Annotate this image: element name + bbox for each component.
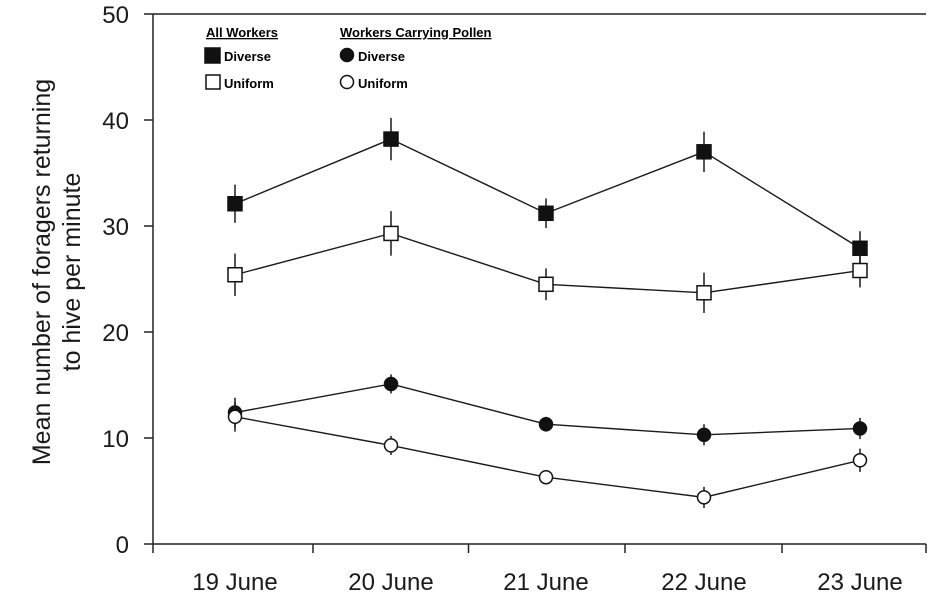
data-point [227, 267, 243, 283]
y-tick-label: 10 [102, 426, 129, 453]
series-line [234, 138, 861, 249]
data-point [227, 409, 243, 425]
x-ticks: 19 June 20 June 21 June 22 June 23 June [152, 544, 927, 596]
y-tick-label: 30 [102, 214, 129, 241]
data-point [383, 438, 399, 453]
data-point [696, 144, 712, 160]
legend-marker-pollen-diverse [339, 47, 355, 63]
legend-label-pollen-diverse: Diverse [358, 49, 405, 64]
data-point [383, 376, 399, 392]
data-point [696, 490, 712, 505]
data-point [538, 469, 554, 485]
x-tick-label: 21 June [503, 569, 588, 596]
x-tick-label: 22 June [661, 569, 746, 596]
y-tick-label: 0 [116, 532, 129, 559]
series-layer [227, 117, 868, 508]
data-point [227, 195, 243, 212]
legend-label-all-uniform: Uniform [224, 76, 274, 91]
legend-label-all-diverse: Diverse [224, 49, 271, 64]
data-point [538, 416, 554, 432]
data-point [696, 427, 712, 443]
legend-marker-all-diverse [204, 47, 221, 64]
legend-marker-all-uniform [205, 74, 221, 90]
data-point [383, 131, 399, 147]
data-point [696, 285, 712, 301]
x-tick-label: 19 June [192, 569, 277, 596]
y-ticks: 0 10 20 30 40 50 [102, 2, 153, 559]
data-point [852, 240, 868, 257]
series-pollen-uniform [227, 401, 868, 508]
legend-group-title-pollen: Workers Carrying Pollen [340, 25, 492, 40]
legend-marker-pollen-uniform [339, 74, 355, 90]
data-point [538, 276, 554, 293]
x-tick-label: 20 June [348, 569, 433, 596]
y-tick-label: 50 [102, 2, 129, 29]
series-all-diverse [227, 117, 868, 266]
legend-group-title-all-workers: All Workers [206, 25, 278, 40]
legend-label-pollen-uniform: Uniform [358, 76, 408, 91]
y-axis-title-line-2: to hive per minute [58, 173, 86, 372]
x-tick-label: 23 June [817, 569, 902, 596]
data-point [852, 453, 868, 468]
data-point [852, 262, 868, 279]
data-point [538, 205, 554, 222]
series-all-uniform [227, 211, 868, 313]
data-point [852, 421, 868, 436]
y-axis-title: Mean number of foragers returning to hiv… [28, 79, 86, 465]
axes [152, 13, 926, 545]
y-tick-label: 20 [102, 320, 129, 347]
y-axis-title-line-1: Mean number of foragers returning [28, 79, 56, 465]
legend: All Workers Diverse Uniform Workers Carr… [204, 25, 492, 91]
y-tick-label: 40 [102, 108, 129, 135]
data-point [383, 225, 399, 242]
series-pollen-diverse [227, 374, 868, 446]
